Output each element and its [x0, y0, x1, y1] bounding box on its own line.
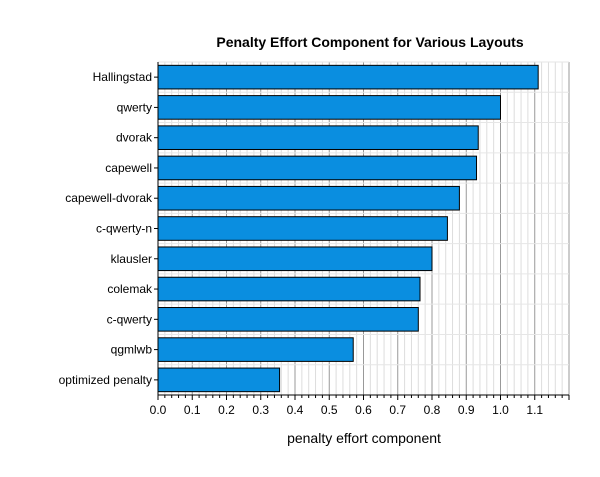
bar — [157, 367, 281, 393]
x-tick-label: 1.0 — [492, 403, 509, 417]
bar — [157, 64, 539, 90]
bar — [157, 125, 479, 150]
axes — [154, 62, 570, 400]
bar — [157, 155, 478, 181]
bar — [157, 276, 421, 302]
x-tick-labels: 0.0 0.1 0.2 0.3 0.4 0.5 0.6 0.7 0.8 0.9 1.0 1.1 — [150, 403, 544, 417]
category-label: c-qwerty — [107, 312, 152, 326]
bar — [157, 246, 433, 272]
bar — [157, 337, 354, 362]
category-label: dvorak — [116, 131, 153, 145]
category-label: c-qwerty-n — [96, 222, 152, 236]
x-tick-label: 0.4 — [287, 403, 304, 417]
category-label: capewell — [105, 161, 152, 175]
x-axis-label: penalty effort component — [287, 430, 441, 446]
x-tick-label: 1.1 — [526, 403, 543, 417]
category-label: colemak — [107, 282, 153, 296]
x-tick-label: 0.3 — [252, 403, 269, 417]
x-tick-label: 0.0 — [150, 403, 167, 417]
category-label: qgmlwb — [111, 343, 153, 357]
x-tick-label: 0.2 — [218, 403, 235, 417]
x-tick-label: 0.8 — [424, 403, 441, 417]
category-labels: Hallingstad qwerty dvorak capewell capewell-… — [59, 70, 153, 387]
category-label: Hallingstad — [93, 70, 152, 84]
bar — [157, 216, 448, 241]
category-label: klausler — [111, 252, 152, 266]
x-tick-label: 0.6 — [355, 403, 372, 417]
bar — [157, 307, 419, 332]
bar — [157, 95, 501, 120]
x-tick-label: 0.5 — [321, 403, 338, 417]
category-label: qwerty — [117, 100, 152, 114]
category-label: optimized penalty — [59, 373, 152, 387]
x-tick-label: 0.1 — [184, 403, 201, 417]
bars — [157, 64, 539, 393]
chart-title: Penalty Effort Component for Various Lay… — [216, 34, 523, 50]
bar — [157, 185, 460, 211]
x-tick-label: 0.9 — [458, 403, 475, 417]
category-label: capewell-dvorak — [65, 191, 153, 205]
x-tick-label: 0.7 — [389, 403, 406, 417]
